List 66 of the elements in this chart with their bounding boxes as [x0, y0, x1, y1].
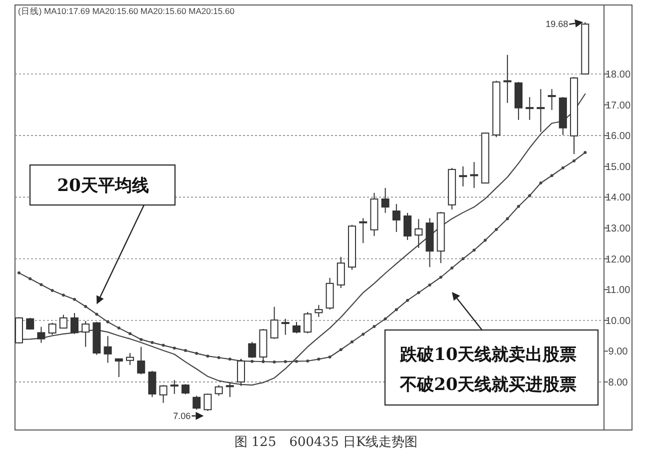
point: [350, 340, 354, 344]
point: [106, 320, 110, 324]
point: [372, 325, 376, 328]
point: [472, 248, 476, 252]
point: [206, 354, 210, 358]
point: [95, 312, 98, 316]
point: [484, 238, 487, 242]
point: [539, 182, 542, 185]
annotation: 不破20天线就买进股票: [399, 375, 577, 395]
point: [384, 317, 387, 320]
y-tick-label: 11.00: [606, 285, 631, 296]
point: [40, 283, 43, 286]
annotation: 20天平均线: [57, 176, 149, 196]
point: [17, 271, 20, 274]
point: [428, 283, 432, 286]
y-tick-label: 17.00: [605, 100, 631, 112]
point: [28, 277, 32, 280]
point: [150, 341, 154, 344]
point: [339, 348, 342, 352]
y-tick-label: 13.00: [605, 223, 631, 234]
point: [306, 360, 310, 363]
point: [117, 326, 120, 330]
point: [250, 360, 254, 363]
point: [162, 344, 165, 347]
annotation: 跌破10天线就卖出股票: [399, 345, 577, 365]
point: [494, 228, 498, 232]
point: [417, 291, 420, 294]
point: [584, 151, 587, 154]
y-tick-label: 14.00: [605, 192, 631, 204]
point: [406, 298, 410, 302]
y-tick-label: 15.00: [605, 162, 631, 173]
point: [572, 159, 576, 162]
point: [172, 346, 176, 350]
annotation: (日线) MA10:17.69 MA20:15.60 MA20:15.60 MA20:15.60: [18, 6, 235, 16]
point: [62, 294, 65, 297]
y-tick-label: 16.00: [605, 131, 631, 142]
y-tick-label: 8.00: [608, 377, 628, 388]
point: [217, 356, 220, 360]
y-tick-label: 9.00: [608, 346, 628, 358]
point: [528, 194, 532, 198]
point: [140, 338, 143, 341]
caption: 图 125 600435 日K线走势图: [234, 435, 418, 450]
point: [272, 360, 276, 364]
point: [462, 257, 465, 260]
point: [362, 332, 365, 336]
point: [561, 166, 564, 170]
y-tick-label: 12.00: [605, 254, 631, 266]
point: [394, 308, 398, 312]
point: [84, 305, 88, 308]
point: [228, 358, 232, 361]
point: [295, 360, 298, 363]
point: [284, 360, 287, 364]
point: [550, 174, 554, 178]
y-tick-label: 18.00: [605, 69, 631, 80]
point: [184, 349, 188, 352]
point: [50, 288, 54, 292]
point: [317, 358, 320, 361]
point: [450, 266, 454, 270]
point: [195, 352, 198, 355]
point: [506, 217, 509, 220]
y-tick-label: 10.00: [605, 316, 631, 327]
point: [128, 332, 132, 336]
point: [439, 276, 442, 279]
point: [517, 204, 520, 208]
point: [328, 356, 332, 359]
point: [73, 298, 76, 301]
